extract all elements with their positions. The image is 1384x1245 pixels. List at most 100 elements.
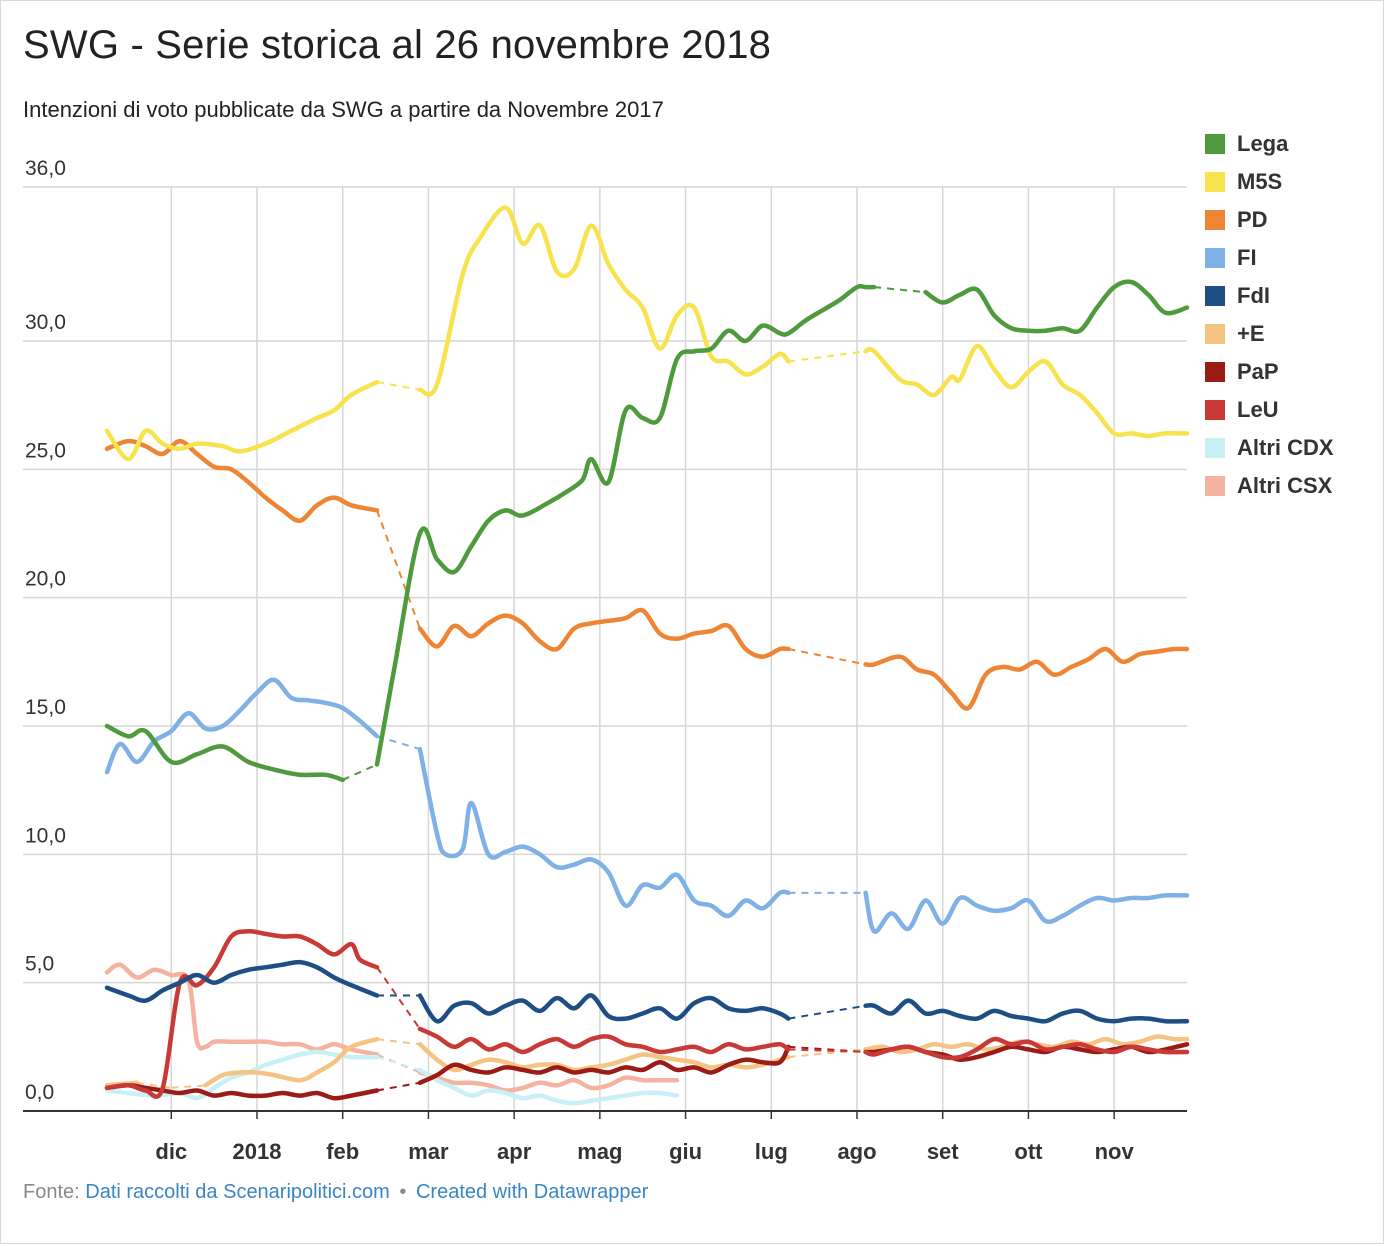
legend-label: Altri CSX: [1237, 473, 1333, 498]
legend-item: Lega: [1205, 125, 1334, 163]
legend-swatch: [1205, 210, 1225, 230]
legend-label: FdI: [1237, 283, 1270, 308]
series-line: [104, 959, 380, 1003]
legend-item: M5S: [1205, 163, 1334, 201]
series-gap-line: [376, 510, 421, 629]
series-line: [104, 929, 380, 1099]
series-line: [863, 1036, 1190, 1061]
legend-label: LeU: [1237, 397, 1279, 422]
series-gap-line: [342, 763, 378, 781]
series-line: [863, 998, 1190, 1024]
series-line: [104, 438, 380, 523]
legend-item: PaP: [1205, 353, 1334, 391]
legend-swatch: [1205, 248, 1225, 268]
series-line: [104, 723, 345, 783]
y-tick-label: 20,0: [25, 568, 66, 591]
series-pd: [104, 438, 1190, 711]
legend-label: FI: [1237, 245, 1257, 270]
series-gap-line: [376, 966, 421, 1030]
series-gap-line: [376, 1038, 420, 1046]
legend-swatch: [1205, 286, 1225, 306]
series-line: [863, 343, 1190, 439]
legend-label: Lega: [1237, 131, 1289, 156]
legend-label: PD: [1237, 207, 1268, 232]
series-line: [863, 646, 1190, 711]
legend-swatch: [1205, 324, 1225, 344]
legend-item: +E: [1205, 315, 1334, 353]
series-line: [374, 283, 877, 767]
series-line: [923, 279, 1190, 335]
gridlines: [23, 186, 1187, 1111]
legend-swatch: [1205, 438, 1225, 458]
series-line: [417, 746, 791, 919]
series-gap-line: [376, 1081, 421, 1092]
legend-item: FdI: [1205, 277, 1334, 315]
source-prefix: Fonte:: [23, 1181, 80, 1203]
x-tick-label: ago: [837, 1139, 876, 1164]
legend-swatch: [1205, 172, 1225, 192]
legend-item: PD: [1205, 201, 1334, 239]
series-gap-line: [171, 1084, 206, 1089]
series-lines: [104, 205, 1190, 1106]
series-gap-line: [136, 1081, 172, 1089]
x-axis: dic 2018 feb mar apr mag giu lug ago set ott nov: [23, 1110, 1187, 1164]
series-gap-line: [376, 1056, 421, 1071]
series-line: [863, 890, 1190, 934]
x-tick-label: giu: [669, 1139, 702, 1164]
series-gap-line: [788, 648, 866, 666]
series-fi: [104, 677, 1190, 934]
source-link[interactable]: Dati raccolti da Scenaripolitici.com: [85, 1181, 390, 1203]
y-tick-label: 36,0: [25, 157, 66, 180]
legend-swatch: [1205, 476, 1225, 496]
series-gap-line: [788, 350, 866, 363]
series-lega: [104, 279, 1190, 783]
series-line: [417, 1026, 791, 1055]
x-tick-label: apr: [497, 1139, 532, 1164]
y-tick-label: 10,0: [25, 824, 66, 847]
series-line: [417, 1070, 680, 1093]
legend: Lega M5S PD FI FdI +E PaP LeU Altri CDX Altri CSX: [1205, 125, 1334, 505]
x-tick-label: feb: [326, 1139, 359, 1164]
series-line: [104, 962, 380, 1057]
series-line: [417, 607, 791, 659]
y-tick-label: 25,0: [25, 439, 66, 462]
legend-swatch: [1205, 362, 1225, 382]
x-tick-label: lug: [755, 1139, 788, 1164]
x-tick-label: ott: [1014, 1139, 1043, 1164]
credit-link[interactable]: Created with Datawrapper: [415, 1181, 649, 1203]
series-altri-cdx: [104, 1049, 680, 1106]
x-tick-label: set: [927, 1139, 959, 1164]
legend-label: Altri CDX: [1237, 435, 1334, 460]
legend-item: FI: [1205, 239, 1334, 277]
x-tick-label: nov: [1095, 1139, 1135, 1164]
series-m5s: [104, 205, 1190, 462]
y-tick-label: 30,0: [25, 311, 66, 334]
x-tick-label: mag: [577, 1139, 622, 1164]
series-line: [417, 205, 791, 397]
series-gap-line: [788, 1004, 866, 1020]
x-tick-label: mar: [408, 1139, 449, 1164]
legend-item: Altri CDX: [1205, 429, 1334, 467]
series-line: [417, 993, 791, 1024]
legend-swatch: [1205, 400, 1225, 420]
series-altri-csx: [104, 962, 680, 1093]
footer: Fonte: Dati raccolti da Scenaripolitici.…: [23, 1181, 648, 1204]
series-gap-line: [874, 286, 926, 294]
y-tick-label: 5,0: [25, 953, 54, 976]
series-line: [417, 1067, 680, 1106]
series-line: [104, 1083, 380, 1101]
y-axis: 0,0 5,0 10,0 15,0 20,0 25,0 30,0 36,0: [25, 157, 66, 1104]
series-fdi: [104, 959, 1190, 1024]
series-line: [203, 1036, 380, 1088]
series-line: [104, 677, 380, 775]
legend-swatch: [1205, 134, 1225, 154]
y-tick-label: 15,0: [25, 696, 66, 719]
y-tick-label: 0,0: [25, 1081, 54, 1104]
series-leu: [104, 929, 1190, 1099]
x-tick-label: dic: [155, 1139, 187, 1164]
legend-label: PaP: [1237, 359, 1279, 384]
series-gap-line: [376, 1053, 421, 1074]
legend-label: M5S: [1237, 169, 1283, 194]
x-tick-label: 2018: [233, 1139, 282, 1164]
